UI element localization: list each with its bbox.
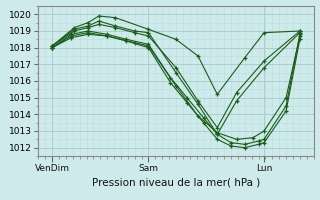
- X-axis label: Pression niveau de la mer( hPa ): Pression niveau de la mer( hPa ): [92, 178, 260, 188]
